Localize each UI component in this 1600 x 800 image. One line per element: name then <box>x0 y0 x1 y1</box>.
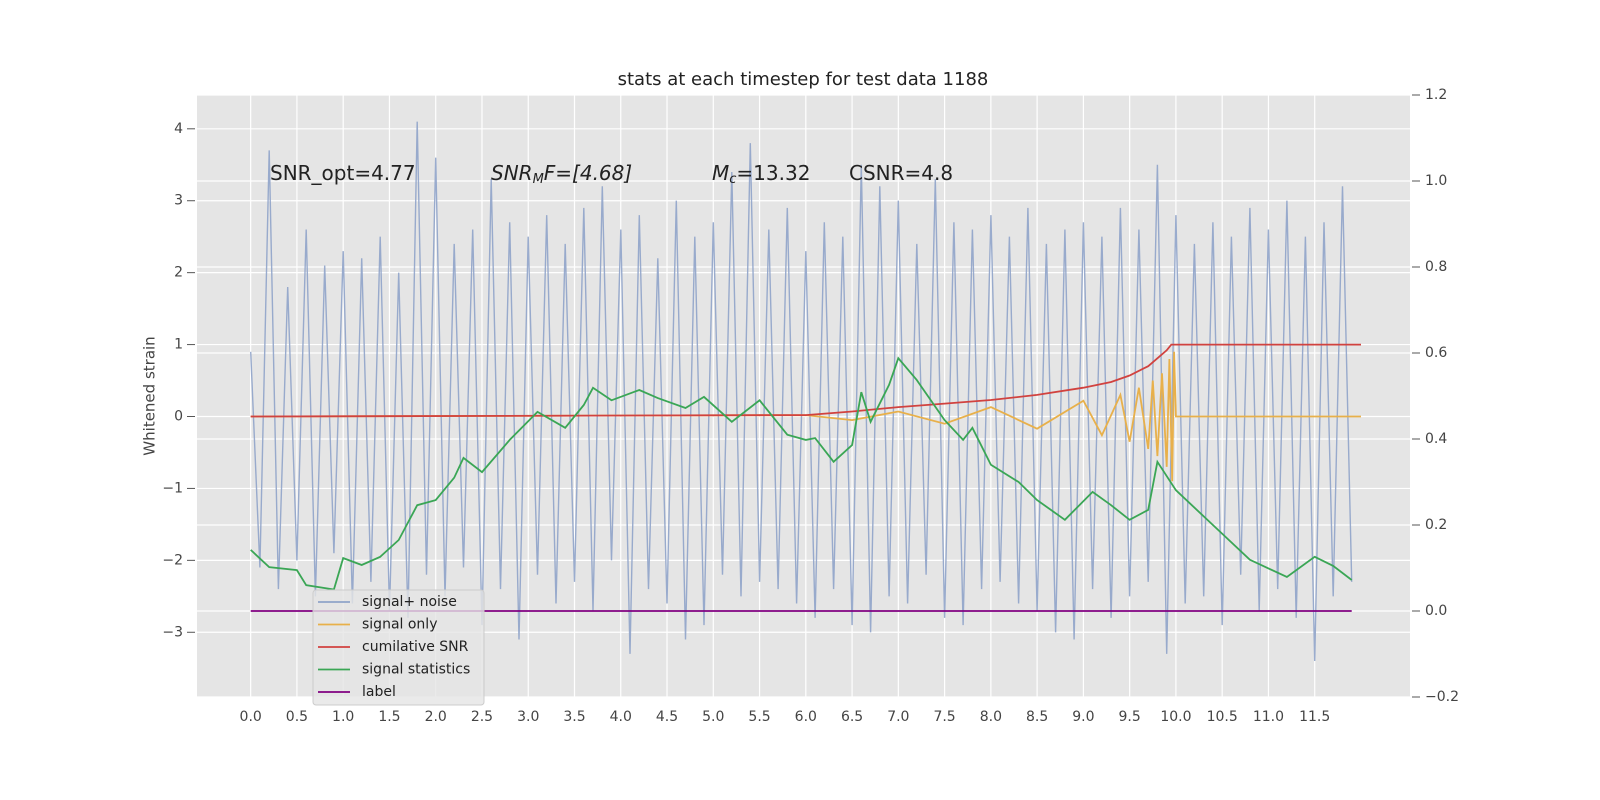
y2-tick-label: −0.2 <box>1425 689 1459 705</box>
x-tick-label: 5.0 <box>702 709 724 725</box>
legend-label: signal+ noise <box>362 594 457 610</box>
y-tick-label: 1 <box>174 337 183 353</box>
y-axis-label: Whitened strain <box>141 336 159 455</box>
y-tick-label: −3 <box>162 624 183 640</box>
y2-tick-label: 0.0 <box>1425 603 1447 619</box>
y2-tick-label: 0.6 <box>1425 345 1447 361</box>
y-tick-label: 2 <box>174 265 183 281</box>
legend: signal+ noise signal only cumilative SNR si… <box>312 589 485 706</box>
annotation: Mc=13.32 <box>712 161 810 187</box>
y2-tick-label: 1.2 <box>1425 87 1447 103</box>
x-tick-label: 1.0 <box>332 709 354 725</box>
x-tick-label: 4.5 <box>656 709 678 725</box>
y2-tick-label: 0.4 <box>1425 431 1447 447</box>
x-tick-label: 7.0 <box>887 709 909 725</box>
y-tick-label: 0 <box>174 408 183 424</box>
x-tick-label: 0.5 <box>286 709 308 725</box>
series-line <box>250 343 1361 418</box>
legend-label: signal statistics <box>362 662 470 678</box>
x-tick-label: 10.5 <box>1207 709 1238 725</box>
y-tick-label: −2 <box>162 552 183 568</box>
y2-tick-label: 0.8 <box>1425 259 1447 275</box>
y-tick-label: 4 <box>174 121 183 137</box>
annotation-subscript: M <box>533 172 544 187</box>
legend-box <box>312 589 485 706</box>
y2-tick-label: 0.2 <box>1425 517 1447 533</box>
x-tick-label: 3.5 <box>563 709 585 725</box>
x-tick-label: 3.0 <box>517 709 539 725</box>
annotation-text: SNR_opt=4.77 <box>270 161 416 185</box>
x-tick-label: 1.5 <box>378 709 400 725</box>
annotation: SNRMF=[4.68] <box>491 161 632 187</box>
x-tick-label: 9.5 <box>1119 709 1141 725</box>
annotation-text: CSNR=4.8 <box>849 161 953 185</box>
x-tick-label: 7.5 <box>933 709 955 725</box>
series-line <box>250 356 1353 591</box>
x-tick-label: 4.0 <box>610 709 632 725</box>
x-tick-label: 9.0 <box>1072 709 1094 725</box>
x-tick-label: 8.5 <box>1026 709 1048 725</box>
legend-label: signal only <box>362 617 437 633</box>
x-tick-label: 10.0 <box>1160 709 1191 725</box>
x-tick-label: 8.0 <box>980 709 1002 725</box>
x-tick-label: 2.5 <box>471 709 493 725</box>
x-tick-label: 2.0 <box>425 709 447 725</box>
x-tick-label: 6.5 <box>841 709 863 725</box>
x-tick-label: 5.5 <box>748 709 770 725</box>
x-tick-label: 0.0 <box>240 709 262 725</box>
x-tick-label: 11.5 <box>1299 709 1330 725</box>
x-tick-label: 6.0 <box>795 709 817 725</box>
chart-title: stats at each timestep for test data 118… <box>618 69 989 90</box>
annotation-text: =13.32 <box>736 161 810 185</box>
lines <box>250 121 1361 662</box>
annotation-text: M <box>712 161 729 185</box>
legend-label: label <box>362 684 396 700</box>
y2-tick-label: 1.0 <box>1425 173 1447 189</box>
annotation: CSNR=4.8 <box>849 161 953 185</box>
annotation-subscript: c <box>729 172 736 187</box>
annotation-text: F=[4.68] <box>544 161 632 185</box>
y-tick-label: −1 <box>162 480 183 496</box>
series-line <box>250 121 1353 662</box>
legend-label: cumilative SNR <box>362 639 469 655</box>
y-tick-label: 3 <box>174 193 183 209</box>
series-line <box>250 351 1361 482</box>
annotation-text: SNR <box>491 161 533 185</box>
x-tick-label: 11.0 <box>1253 709 1284 725</box>
annotation: SNR_opt=4.77 <box>270 161 416 185</box>
